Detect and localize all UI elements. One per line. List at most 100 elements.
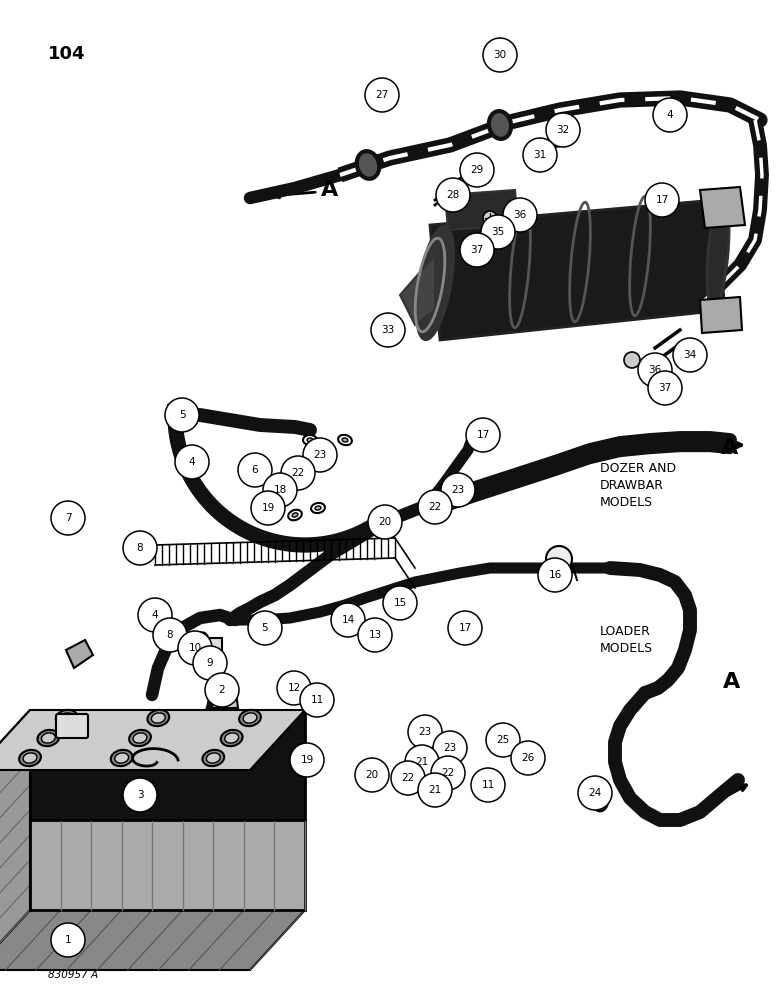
Text: 11: 11 bbox=[310, 695, 324, 705]
Circle shape bbox=[51, 923, 85, 957]
Circle shape bbox=[523, 138, 557, 172]
Ellipse shape bbox=[243, 713, 257, 723]
Text: 17: 17 bbox=[459, 623, 472, 633]
Circle shape bbox=[383, 586, 417, 620]
Polygon shape bbox=[212, 685, 238, 708]
Ellipse shape bbox=[225, 733, 239, 743]
Circle shape bbox=[460, 233, 494, 267]
Circle shape bbox=[648, 371, 682, 405]
Circle shape bbox=[624, 352, 640, 368]
Ellipse shape bbox=[592, 789, 608, 811]
Ellipse shape bbox=[207, 753, 220, 763]
Ellipse shape bbox=[489, 111, 511, 139]
Text: 19: 19 bbox=[261, 503, 275, 513]
Circle shape bbox=[123, 778, 157, 812]
Text: 23: 23 bbox=[443, 743, 456, 753]
Ellipse shape bbox=[239, 710, 261, 726]
Circle shape bbox=[365, 78, 399, 112]
Circle shape bbox=[546, 113, 580, 147]
Circle shape bbox=[290, 743, 324, 777]
Circle shape bbox=[153, 618, 187, 652]
Bar bbox=[30, 710, 305, 820]
Text: 6: 6 bbox=[252, 465, 258, 475]
Text: 24: 24 bbox=[588, 788, 601, 798]
Circle shape bbox=[391, 761, 425, 795]
Circle shape bbox=[175, 445, 209, 479]
Text: 4: 4 bbox=[667, 110, 673, 120]
Circle shape bbox=[541, 148, 555, 162]
Text: 11: 11 bbox=[481, 780, 495, 790]
Circle shape bbox=[503, 198, 537, 232]
Polygon shape bbox=[445, 190, 518, 230]
Ellipse shape bbox=[315, 506, 321, 510]
Circle shape bbox=[511, 741, 545, 775]
Circle shape bbox=[408, 715, 442, 749]
Ellipse shape bbox=[147, 710, 169, 726]
Text: 37: 37 bbox=[658, 383, 672, 393]
Circle shape bbox=[300, 683, 334, 717]
Text: 36: 36 bbox=[648, 365, 661, 375]
Text: 32: 32 bbox=[556, 125, 569, 135]
Ellipse shape bbox=[115, 753, 129, 763]
Ellipse shape bbox=[133, 733, 147, 743]
Text: 5: 5 bbox=[179, 410, 186, 420]
Text: 16: 16 bbox=[548, 570, 562, 580]
Circle shape bbox=[405, 745, 439, 779]
Circle shape bbox=[436, 178, 470, 212]
Text: 21: 21 bbox=[428, 785, 441, 795]
Text: 35: 35 bbox=[491, 227, 505, 237]
Ellipse shape bbox=[311, 503, 325, 513]
Text: A: A bbox=[722, 438, 739, 458]
Polygon shape bbox=[700, 187, 745, 228]
Circle shape bbox=[448, 611, 482, 645]
Ellipse shape bbox=[23, 753, 37, 763]
Text: 28: 28 bbox=[446, 190, 459, 200]
Text: 4: 4 bbox=[151, 610, 158, 620]
Text: LOADER
MODELS: LOADER MODELS bbox=[600, 625, 653, 655]
Text: 12: 12 bbox=[287, 683, 300, 693]
Bar bbox=[30, 820, 305, 910]
Text: 15: 15 bbox=[393, 598, 406, 608]
Text: 5: 5 bbox=[261, 623, 268, 633]
Circle shape bbox=[165, 398, 199, 432]
Text: 37: 37 bbox=[470, 245, 484, 255]
Circle shape bbox=[303, 438, 337, 472]
Text: A: A bbox=[723, 672, 741, 692]
Circle shape bbox=[550, 133, 564, 147]
Text: 7: 7 bbox=[65, 513, 71, 523]
Polygon shape bbox=[700, 297, 742, 333]
Ellipse shape bbox=[56, 710, 77, 726]
Ellipse shape bbox=[41, 733, 55, 743]
Circle shape bbox=[355, 758, 389, 792]
Ellipse shape bbox=[203, 750, 224, 766]
Text: 18: 18 bbox=[273, 485, 286, 495]
Circle shape bbox=[251, 491, 285, 525]
Circle shape bbox=[638, 353, 672, 387]
Ellipse shape bbox=[292, 513, 298, 517]
Circle shape bbox=[460, 153, 494, 187]
Text: 23: 23 bbox=[452, 485, 465, 495]
Circle shape bbox=[469, 245, 483, 259]
Circle shape bbox=[466, 418, 500, 452]
Circle shape bbox=[51, 501, 85, 535]
Text: 2: 2 bbox=[218, 685, 225, 695]
Text: 25: 25 bbox=[496, 735, 509, 745]
Circle shape bbox=[263, 473, 297, 507]
Polygon shape bbox=[0, 710, 30, 970]
Ellipse shape bbox=[151, 713, 165, 723]
Polygon shape bbox=[430, 200, 725, 340]
Circle shape bbox=[653, 98, 687, 132]
Circle shape bbox=[645, 183, 679, 217]
Text: 31: 31 bbox=[534, 150, 547, 160]
Ellipse shape bbox=[338, 435, 352, 445]
Circle shape bbox=[483, 38, 517, 72]
Ellipse shape bbox=[288, 510, 302, 520]
Ellipse shape bbox=[417, 226, 454, 340]
Circle shape bbox=[331, 603, 365, 637]
Text: 23: 23 bbox=[314, 450, 327, 460]
Circle shape bbox=[281, 456, 315, 490]
Circle shape bbox=[238, 453, 272, 487]
Text: 3: 3 bbox=[136, 790, 144, 800]
Ellipse shape bbox=[60, 713, 73, 723]
FancyBboxPatch shape bbox=[192, 638, 222, 660]
